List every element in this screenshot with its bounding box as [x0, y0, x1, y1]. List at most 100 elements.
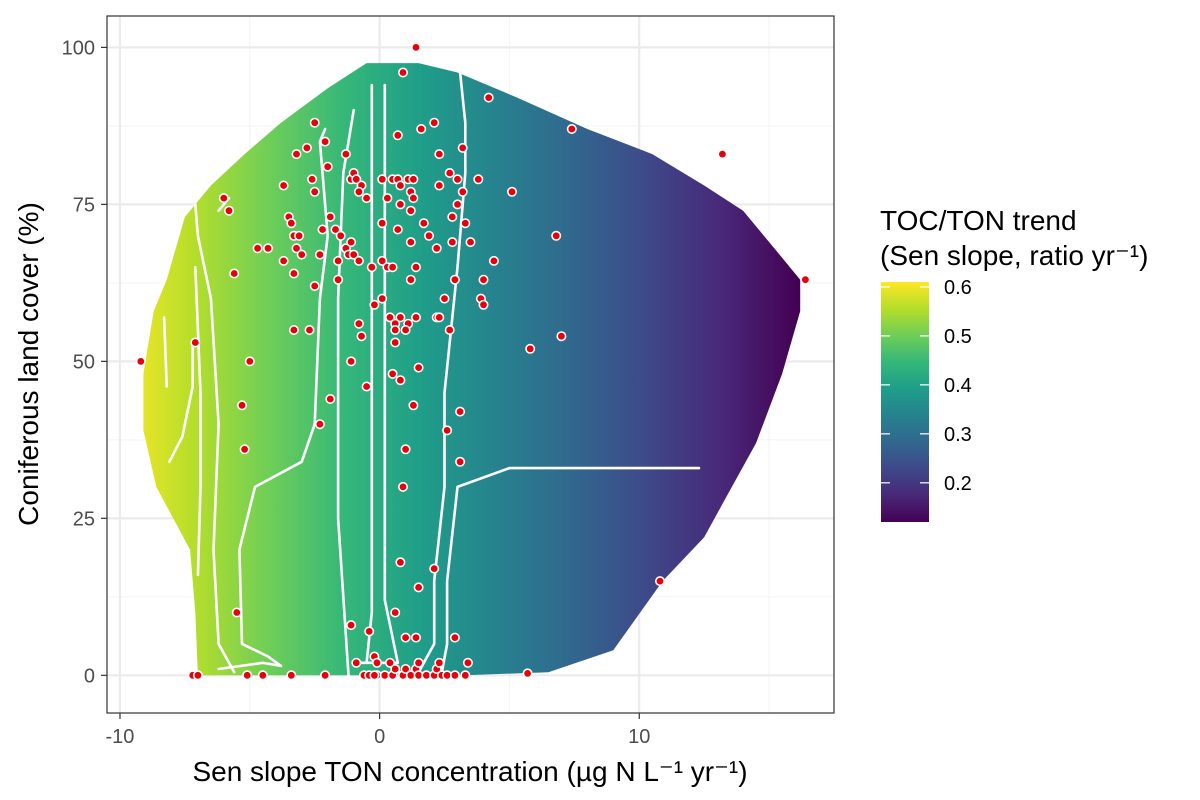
data-point [369, 670, 380, 681]
data-point [452, 174, 463, 185]
data-point [361, 193, 372, 204]
data-point [408, 174, 419, 185]
data-point [333, 274, 344, 285]
data-point [556, 331, 567, 342]
y-axis-title: Coniferous land cover (%) [13, 202, 44, 526]
data-point [190, 337, 201, 348]
data-point [377, 218, 388, 229]
data-point [369, 299, 380, 310]
data-point [353, 318, 364, 329]
data-point [346, 237, 357, 248]
data-point [288, 268, 299, 279]
data-point [309, 280, 320, 291]
data-point [364, 626, 375, 637]
data-point [400, 632, 411, 643]
data-point [434, 149, 445, 160]
data-point [413, 582, 424, 593]
data-point [192, 670, 203, 681]
data-point [262, 243, 273, 254]
data-point [405, 237, 416, 248]
data-point [218, 193, 229, 204]
data-point [346, 620, 357, 631]
legend-break-label: 0.3 [944, 424, 972, 446]
data-point [397, 481, 408, 492]
legend-colorbar [881, 282, 929, 522]
data-point [333, 255, 344, 266]
data-point [361, 381, 372, 392]
panel-border [106, 15, 835, 714]
data-point [366, 262, 377, 273]
data-point [522, 668, 533, 679]
y-tick-label: 100 [62, 37, 95, 59]
data-point [242, 670, 253, 681]
y-tick-label: 25 [73, 508, 95, 530]
contour-line [217, 127, 329, 671]
fill-legend: TOC/TON trend (Sen slope, ratio yr⁻¹) 0.… [880, 205, 1148, 522]
data-point [382, 193, 393, 204]
data-point [296, 249, 307, 260]
site-points [135, 42, 811, 681]
data-point [418, 218, 429, 229]
x-tick-label: 0 [374, 726, 385, 748]
data-point [288, 324, 299, 335]
data-point [410, 632, 421, 643]
data-point [566, 124, 577, 135]
data-point [413, 657, 424, 668]
data-point [395, 312, 406, 323]
data-point [390, 324, 401, 335]
data-point [400, 324, 411, 335]
data-point [423, 230, 434, 241]
data-point [434, 312, 445, 323]
y-tick-label: 50 [73, 351, 95, 373]
data-point [330, 224, 341, 235]
data-point [395, 557, 406, 568]
data-point [301, 142, 312, 153]
data-point [377, 174, 388, 185]
data-point [442, 425, 453, 436]
data-point [314, 249, 325, 260]
data-point [351, 657, 362, 668]
data-point [413, 362, 424, 373]
data-point [447, 211, 458, 222]
data-point [395, 199, 406, 210]
data-point [400, 444, 411, 455]
data-point [325, 393, 336, 404]
data-point [229, 268, 240, 279]
data-point [429, 563, 440, 574]
data-point [410, 312, 421, 323]
data-point [457, 142, 468, 153]
data-point [439, 293, 450, 304]
data-point [455, 406, 466, 417]
contour-line [168, 341, 194, 464]
contour-line [440, 466, 701, 674]
data-point [434, 180, 445, 191]
data-point [429, 117, 440, 128]
data-point [473, 174, 484, 185]
data-point [309, 117, 320, 128]
data-point [135, 356, 146, 367]
data-point [348, 249, 359, 260]
data-point [408, 400, 419, 411]
data-point [286, 670, 297, 681]
legend-break-label: 0.6 [944, 277, 972, 299]
data-point [717, 149, 728, 160]
contour-line [357, 83, 400, 665]
data-point [478, 299, 489, 310]
x-tick-label: -10 [106, 726, 135, 748]
data-point [460, 670, 471, 681]
data-point [410, 262, 421, 273]
data-point [335, 230, 346, 241]
data-point [460, 218, 471, 229]
data-point [452, 199, 463, 210]
data-point [800, 274, 811, 285]
data-point [224, 205, 235, 216]
data-point [449, 632, 460, 643]
data-point [392, 130, 403, 141]
legend-break-label: 0.2 [944, 473, 972, 495]
data-point [377, 255, 388, 266]
data-point [320, 136, 331, 147]
data-point [322, 161, 333, 172]
data-point [465, 237, 476, 248]
plot-panel [106, 15, 835, 714]
data-point [239, 444, 250, 455]
